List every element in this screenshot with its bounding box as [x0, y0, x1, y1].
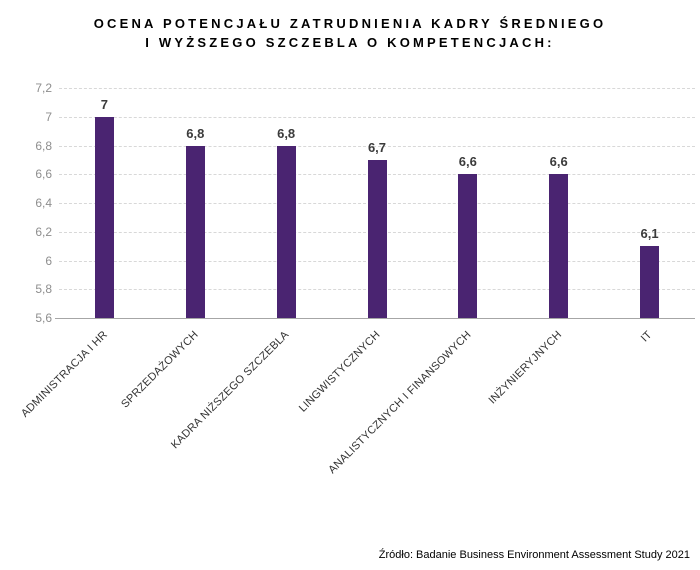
bar-value-label: 6,8 — [277, 125, 296, 141]
y-gridline — [59, 116, 695, 118]
bar — [549, 174, 569, 318]
bar-value-label: 6,8 — [186, 125, 205, 141]
bar-value-label: 6,6 — [458, 154, 477, 170]
bar-value-label: 6,6 — [549, 154, 568, 170]
bar-value-label: 6,7 — [367, 139, 387, 155]
y-axis-tick-label: 7 — [45, 109, 52, 124]
x-axis-category-label: IT — [639, 328, 655, 345]
bar-value-label: 6,1 — [640, 226, 659, 242]
bar — [185, 145, 205, 318]
y-gridline — [59, 145, 695, 147]
x-axis-category-label: LINGWISTYCZNYCH — [296, 328, 383, 415]
bar — [367, 159, 387, 318]
x-axis-category-label: SPRZEDAŻOWYCH — [118, 328, 201, 411]
y-axis-tick-label: 6,8 — [35, 138, 52, 153]
bar — [94, 116, 114, 318]
x-axis-line — [55, 318, 695, 319]
chart-title-line1: OCENA POTENCJAŁU ZATRUDNIENIA KADRY ŚRED… — [93, 16, 607, 31]
y-axis-tick-label: 6 — [45, 253, 52, 268]
bar — [640, 246, 660, 318]
y-axis-tick-label: 5,8 — [35, 282, 52, 297]
y-axis-tick-label: 7,2 — [35, 81, 52, 95]
chart-title: OCENA POTENCJAŁU ZATRUDNIENIA KADRY ŚRED… — [0, 14, 700, 52]
bar — [276, 145, 296, 318]
y-axis-tick-label: 5,6 — [35, 311, 52, 325]
x-axis-category-label: ADMINISTRACJA I HR — [18, 328, 110, 420]
source-note: Źródło: Badanie Business Environment Ass… — [378, 549, 690, 561]
y-axis-tick-label: 6,2 — [35, 224, 52, 239]
y-axis-tick-label: 6,6 — [35, 167, 52, 182]
y-gridline — [59, 88, 695, 89]
chart-title-line2: I WYŻSZEGO SZCZEBLA O KOMPETENCJACH: — [145, 35, 555, 50]
y-axis-tick-label: 6,4 — [35, 196, 52, 210]
x-axis-category-label: ANALISTYCZNYCH I FINANSOWYCH — [325, 328, 474, 477]
bar — [458, 174, 478, 318]
bar-value-label: 7 — [100, 96, 109, 112]
x-axis-category-label: INŻYNIERYJNYCH — [486, 328, 565, 407]
